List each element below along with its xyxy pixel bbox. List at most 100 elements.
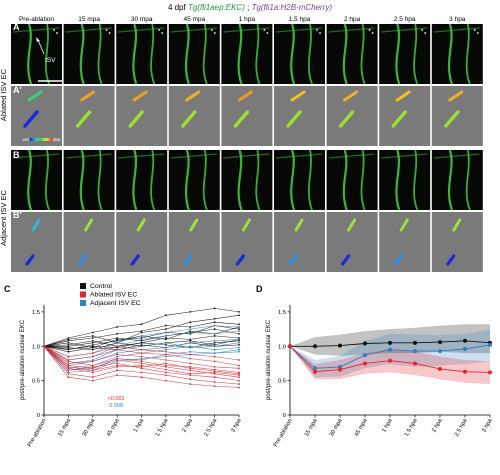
- mean-point-ablated: [363, 361, 367, 366]
- vessel-wall: [465, 23, 471, 85]
- data-point-control: [164, 314, 167, 317]
- x-tick-label: 2.5 hpa: [203, 417, 218, 437]
- marker-dot: [213, 32, 216, 34]
- data-point-control: [140, 343, 143, 346]
- vessel-branch: [381, 27, 428, 33]
- data-point-ablated: [164, 362, 167, 365]
- data-point-control: [238, 314, 240, 317]
- data-point-ablated: [67, 362, 70, 365]
- micrograph-frame: [221, 24, 273, 84]
- data-point-control: [91, 348, 94, 351]
- segmentation-frame: [116, 212, 168, 272]
- data-point-ablated: [67, 359, 70, 361]
- row-label-ablated: Ablated ISV EC: [0, 68, 8, 121]
- vessel-wall: [27, 23, 33, 85]
- nucleus-upper: [185, 90, 201, 102]
- data-point-control: [213, 335, 216, 337]
- micrograph-frame: [63, 150, 115, 210]
- data-point-control: [164, 343, 167, 346]
- vessel-branch: [381, 153, 428, 159]
- mean-point-ablated: [413, 361, 417, 366]
- segmentation-frame: [11, 212, 62, 272]
- legend-swatch-ablated: [80, 291, 86, 298]
- micrograph-frame: [168, 150, 220, 210]
- data-point-ablated: [140, 365, 143, 368]
- data-point-adjacent: [238, 326, 240, 328]
- data-point-ablated: [140, 348, 143, 351]
- nucleus-upper: [343, 90, 359, 102]
- data-point-control: [116, 332, 119, 335]
- data-point-ablated: [164, 350, 167, 353]
- data-point-ablated: [213, 385, 216, 388]
- x-tick-label: 2 hpa: [431, 417, 444, 433]
- data-point-ablated: [116, 362, 119, 365]
- nucleus-lower: [288, 254, 298, 266]
- x-tick-label: 2 hpa: [182, 417, 195, 433]
- data-point-adjacent: [140, 357, 143, 360]
- data-point-control: [91, 331, 94, 334]
- mean-point-control: [313, 344, 317, 349]
- data-point-control: [91, 335, 94, 337]
- nucleus-upper: [347, 218, 357, 232]
- vessel-wall: [27, 149, 33, 211]
- confidence-band-control: [290, 324, 490, 356]
- data-point-ablated: [238, 372, 240, 375]
- x-tick-label: Pre-ablation: [273, 418, 294, 448]
- data-point-control: [238, 310, 240, 313]
- mean-point-ablated: [463, 369, 467, 374]
- data-point-control: [67, 350, 70, 353]
- legend-label-control: Control: [90, 283, 112, 290]
- timepoint-headers: Pre-ablation 15 mpa 30 mpa 45 mpa 1 hpa 1.5 h…: [19, 16, 466, 23]
- timepoint-header: 30 mpa: [131, 16, 153, 23]
- data-point-ablated: [91, 365, 94, 368]
- nucleus-upper: [399, 218, 409, 232]
- data-point-control: [91, 345, 94, 348]
- data-point-ablated: [164, 359, 167, 361]
- nucleus-upper: [80, 90, 96, 102]
- data-point-control: [140, 323, 143, 326]
- data-point-ablated: [116, 353, 119, 356]
- vessel-wall: [465, 149, 471, 211]
- data-point-adjacent: [213, 332, 216, 335]
- data-point-ablated: [91, 376, 94, 379]
- micrograph-frame: [274, 150, 325, 210]
- mean-point-adjacent: [313, 366, 317, 371]
- micrograph-frame: [431, 150, 483, 210]
- mean-point-ablated: [313, 369, 317, 374]
- nucleus-upper: [448, 90, 464, 102]
- data-point-ablated: [164, 371, 167, 374]
- nucleus-lower: [391, 110, 407, 128]
- nucleus-upper: [31, 218, 41, 232]
- vessel-wall: [307, 23, 313, 85]
- nucleus-upper: [237, 90, 253, 102]
- x-tick-label: 15 mpa: [304, 417, 319, 437]
- mean-point-control: [463, 338, 467, 343]
- data-point-ablated: [238, 359, 240, 361]
- data-point-ablated: [67, 372, 70, 375]
- data-point-control: [189, 332, 192, 335]
- data-point-adjacent: [140, 338, 143, 341]
- vessel-branch: [328, 27, 375, 33]
- timepoint-header: 1.5 hpa: [289, 16, 311, 23]
- data-point-ablated: [238, 364, 240, 367]
- color-scale: enr dep: [22, 137, 61, 142]
- data-point-ablated: [189, 372, 192, 375]
- vessel-wall: [132, 149, 138, 211]
- mean-point-ablated: [338, 367, 342, 372]
- mean-point-adjacent: [438, 349, 442, 354]
- data-point-adjacent: [189, 331, 192, 334]
- micrograph-frame: [379, 150, 431, 210]
- legend-swatch-control: [80, 283, 86, 289]
- data-point-ablated: [67, 376, 70, 379]
- y-tick-label: 0: [283, 413, 286, 419]
- data-point-ablated: [67, 369, 70, 372]
- data-point-control: [189, 326, 192, 328]
- data-point-adjacent: [189, 346, 192, 349]
- data-point-adjacent: [91, 359, 94, 361]
- data-point-control: [238, 343, 240, 346]
- marker-dot: [421, 29, 424, 31]
- data-point-ablated: [189, 353, 192, 356]
- micrograph-row-a-prime: [11, 86, 483, 146]
- data-point-adjacent: [164, 346, 167, 349]
- data-point-control: [238, 337, 240, 339]
